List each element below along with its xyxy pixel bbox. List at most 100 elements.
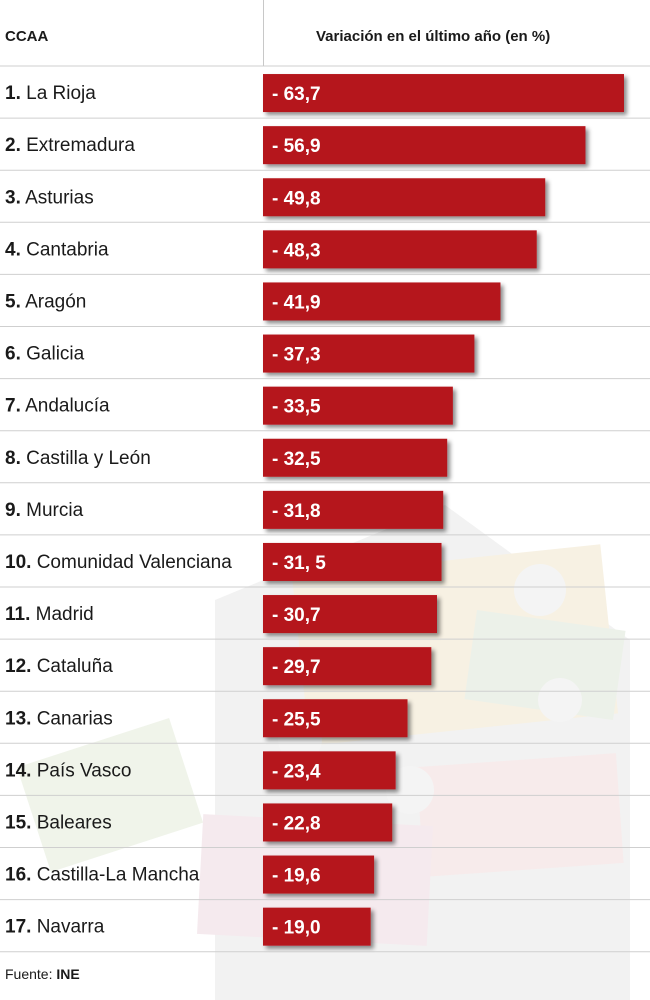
category-rank: 6.: [5, 344, 21, 365]
bar: [263, 490, 444, 529]
category-name: Baleares: [31, 812, 111, 833]
table-row: 14. País Vasco - 23,4: [0, 751, 650, 796]
data-label: - 29,7: [272, 657, 321, 678]
bar: [263, 74, 624, 113]
category-label: 14. País Vasco: [5, 760, 131, 781]
data-label: - 30,7: [272, 605, 321, 626]
category-rank: 3.: [5, 187, 21, 208]
table-row: 9. Murcia - 31,8: [0, 490, 650, 536]
bar: [263, 751, 396, 790]
bar: [263, 542, 442, 581]
category-label: 5. Aragón: [5, 291, 86, 312]
category-name: País Vasco: [31, 760, 131, 781]
category-rank: 2.: [5, 135, 21, 156]
data-label: - 33,5: [272, 397, 321, 418]
category-rank: 13.: [5, 708, 31, 729]
category-rank: 7.: [5, 396, 21, 417]
category-rank: 17.: [5, 917, 31, 938]
bar: [263, 647, 432, 686]
category-rank: 9.: [5, 500, 21, 521]
table-row: 6. Galicia - 37,3: [0, 334, 650, 380]
data-label: - 32,5: [272, 449, 321, 470]
table-row: 17. Navarra - 19,0: [0, 907, 650, 953]
category-rank: 10.: [5, 552, 31, 573]
bar: [263, 386, 453, 425]
data-label: - 31, 5: [272, 553, 326, 574]
source-label: Fuente:: [5, 966, 53, 982]
bar: [263, 334, 475, 373]
category-label: 10. Comunidad Valenciana: [5, 552, 232, 573]
column-header-variation: Variación en el último año (en %): [316, 28, 551, 45]
column-divider: [263, 0, 264, 66]
table-row: 8. Castilla y León - 32,5: [0, 438, 650, 484]
category-name: Murcia: [21, 500, 84, 521]
category-name: Madrid: [30, 604, 93, 625]
data-label: - 22,8: [272, 813, 321, 834]
column-header-ccaa: CCAA: [5, 28, 49, 45]
category-name: Galicia: [21, 344, 85, 365]
bar: [263, 595, 437, 634]
table-row: 13. Canarias - 25,5: [0, 699, 650, 744]
table-row: 15. Baleares - 22,8: [0, 803, 650, 848]
data-label: - 48,3: [272, 240, 321, 261]
category-label: 17. Navarra: [5, 917, 105, 938]
table-row: 10. Comunidad Valenciana - 31, 5: [0, 542, 650, 588]
source-note: Fuente: INE: [5, 966, 80, 982]
category-name: Aragón: [21, 291, 87, 312]
bar: [263, 282, 501, 321]
category-label: 16. Castilla-La Mancha: [5, 865, 200, 886]
category-name: Castilla y León: [21, 448, 151, 469]
category-label: 7. Andalucía: [5, 396, 110, 417]
category-label: 8. Castilla y León: [5, 448, 151, 469]
category-name: Comunidad Valenciana: [31, 552, 232, 573]
data-label: - 56,9: [272, 136, 321, 157]
table-row: 7. Andalucía - 33,5: [0, 386, 650, 432]
category-rank: 14.: [5, 760, 31, 781]
bar: [263, 699, 408, 738]
table-row: 3. Asturias - 49,8: [0, 178, 650, 223]
data-label: - 41,9: [272, 292, 321, 313]
bar: [263, 230, 537, 269]
category-name: Navarra: [31, 917, 104, 938]
data-label: - 49,8: [272, 188, 321, 209]
table-row: 2. Extremadura - 56,9: [0, 126, 650, 171]
category-label: 6. Galicia: [5, 344, 85, 365]
bar: [263, 855, 375, 894]
category-rank: 15.: [5, 812, 31, 833]
category-label: 12. Cataluña: [5, 656, 113, 677]
category-rank: 4.: [5, 239, 21, 260]
category-label: 9. Murcia: [5, 500, 84, 521]
table-row: 5. Aragón - 41,9: [0, 282, 650, 327]
category-rank: 5.: [5, 291, 21, 312]
table-row: 16. Castilla-La Mancha - 19,6: [0, 855, 650, 901]
data-label: - 23,4: [272, 761, 321, 782]
category-name: Cantabria: [21, 239, 109, 260]
category-name: Extremadura: [21, 135, 135, 156]
bar: [263, 438, 448, 477]
category-rank: 16.: [5, 865, 31, 886]
category-label: 3. Asturias: [5, 187, 94, 208]
category-rank: 12.: [5, 656, 31, 677]
data-label: - 63,7: [272, 84, 321, 105]
category-name: Canarias: [31, 708, 112, 729]
source-name: INE: [56, 966, 80, 982]
data-label: - 37,3: [272, 345, 321, 366]
data-label: - 31,8: [272, 501, 321, 522]
category-label: 2. Extremadura: [5, 135, 135, 156]
data-label: - 25,5: [272, 709, 321, 730]
category-name: Castilla-La Mancha: [31, 865, 199, 886]
bar: [263, 126, 586, 165]
category-label: 11. Madrid: [5, 604, 94, 625]
bar: [263, 907, 371, 946]
table-row: 1. La Rioja - 63,7: [0, 74, 650, 119]
bar: [263, 803, 393, 842]
category-label: 1. La Rioja: [5, 83, 96, 104]
table-row: 12. Cataluña - 29,7: [0, 647, 650, 692]
category-name: Andalucía: [21, 396, 110, 417]
category-rank: 8.: [5, 448, 21, 469]
table-row: 11. Madrid - 30,7: [0, 595, 650, 640]
category-rank: 11.: [5, 604, 30, 625]
category-label: 13. Canarias: [5, 708, 113, 729]
table-row: 4. Cantabria - 48,3: [0, 230, 650, 275]
